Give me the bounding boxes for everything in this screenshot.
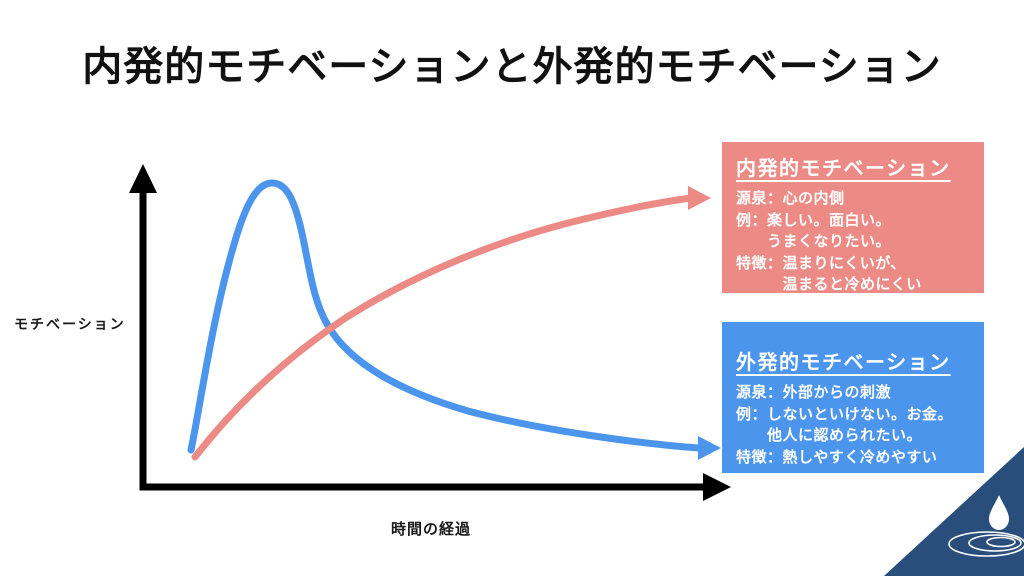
- x-axis-arrowhead-icon: [703, 473, 731, 501]
- extrinsic-box-line: 源泉：外部からの刺激: [736, 384, 892, 401]
- extrinsic-curve-arrowhead-icon: [698, 436, 721, 460]
- intrinsic-box-line: 例：楽しい。面白い。: [736, 211, 892, 229]
- intrinsic-box-line: うまくなりたい。: [736, 233, 892, 250]
- water-drop-ripple-logo: [884, 447, 1024, 576]
- intrinsic-box-line: 温まると冷めにくい: [736, 276, 922, 293]
- y-axis-arrowhead-icon: [129, 164, 157, 193]
- extrinsic-info-box: 外発的モチベーション 源泉：外部からの刺激 例：しないといけない。お金。 他人に…: [722, 322, 984, 473]
- page-title: 内発的モチベーションと外発的モチベーション: [82, 45, 942, 89]
- y-axis-label: モチベーション: [14, 316, 126, 332]
- ripple-middle-icon: [968, 534, 1022, 552]
- x-axis-label: 時間の経過: [391, 521, 472, 538]
- ripple-inner-icon: [986, 536, 1016, 548]
- ripple-outer-icon: [948, 531, 1024, 557]
- intrinsic-curve: [191, 194, 695, 461]
- intrinsic-box-line: 源泉：心の内側: [736, 190, 845, 207]
- extrinsic-box-title: 外発的モチベーション: [736, 352, 951, 374]
- intrinsic-info-box: 内発的モチベーション 源泉：心の内側 例：楽しい。面白い。 うまくなりたい。 特…: [722, 142, 984, 293]
- intrinsic-curve-arrowhead-icon: [688, 186, 711, 210]
- extrinsic-curve: [187, 179, 703, 454]
- extrinsic-box-line: 例：しないといけない。お金。: [736, 405, 954, 423]
- water-drop-icon: [989, 495, 1009, 530]
- intrinsic-box-title: 内発的モチベーション: [736, 158, 951, 180]
- extrinsic-box-line: 特徴：熱しやすく冷めやすい: [736, 448, 938, 466]
- intrinsic-box-line: 特徴：温まりにくいが、: [736, 254, 906, 272]
- extrinsic-box-line: 他人に認められたい。: [736, 427, 923, 444]
